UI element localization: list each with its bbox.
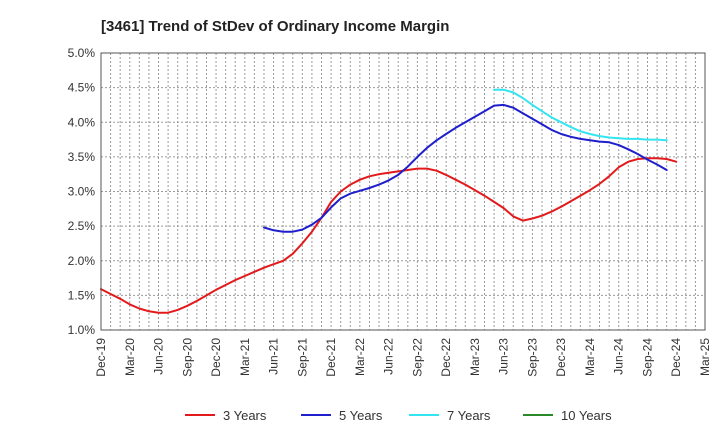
- x-tick-label: Jun-22: [382, 338, 396, 375]
- x-tick-label: Dec-22: [439, 338, 453, 377]
- legend-item-10-years: 10 Years: [523, 408, 612, 423]
- x-tick-label: Sep-24: [640, 338, 654, 377]
- x-tick-label: Sep-20: [180, 338, 194, 377]
- x-tick-label: Jun-20: [152, 338, 166, 375]
- legend-item-7-years: 7 Years: [409, 408, 491, 423]
- series-line-7-years: [493, 88, 668, 142]
- legend-item-5-years: 5 Years: [301, 408, 383, 423]
- series-line-5-years: [263, 103, 668, 233]
- x-axis-ticks: Dec-19 Mar-20 Jun-20 Sep-20 Dec-20 Mar-21 Jun-…: [94, 338, 712, 377]
- x-tick-label: Jun-21: [267, 338, 281, 375]
- legend-label: 5 Years: [339, 408, 383, 423]
- y-tick-label: 1.0%: [68, 323, 96, 337]
- y-tick-label: 4.5%: [68, 81, 96, 95]
- y-tick-label: 2.5%: [68, 219, 96, 233]
- legend-item-3-years: 3 Years: [185, 408, 267, 423]
- x-tick-label: Dec-24: [669, 338, 683, 377]
- series-layer: [100, 88, 678, 314]
- x-tick-label: Sep-23: [525, 338, 539, 377]
- x-tick-label: Mar-21: [238, 338, 252, 376]
- x-tick-label: Dec-19: [94, 338, 108, 377]
- legend-label: 7 Years: [447, 408, 491, 423]
- legend-label: 3 Years: [223, 408, 267, 423]
- x-tick-label: Mar-25: [698, 338, 712, 376]
- x-tick-label: Mar-23: [468, 338, 482, 376]
- x-tick-label: Dec-23: [554, 338, 568, 377]
- x-tick-label: Jun-24: [612, 338, 626, 375]
- y-tick-label: 2.0%: [68, 254, 96, 268]
- x-tick-label: Sep-22: [410, 338, 424, 377]
- grid-layer: [100, 52, 706, 331]
- y-tick-label: 3.5%: [68, 150, 96, 164]
- y-tick-label: 1.5%: [68, 288, 96, 302]
- legend-label: 10 Years: [561, 408, 612, 423]
- y-axis-ticks: 1.0% 1.5% 2.0% 2.5% 3.0% 3.5% 4.0% 4.5% 5.0%: [68, 46, 96, 337]
- x-tick-label: Mar-24: [583, 338, 597, 376]
- x-tick-label: Sep-21: [295, 338, 309, 377]
- y-tick-label: 5.0%: [68, 46, 96, 60]
- x-tick-label: Jun-23: [497, 338, 511, 375]
- chart-title: [3461] Trend of StDev of Ordinary Income…: [101, 18, 449, 35]
- legend: 3 Years 5 Years 7 Years 10 Years: [185, 408, 612, 423]
- x-tick-label: Dec-20: [209, 338, 223, 377]
- x-tick-label: Mar-20: [123, 338, 137, 376]
- y-tick-label: 4.0%: [68, 115, 96, 129]
- series-line-3-years: [100, 157, 678, 314]
- x-tick-label: Dec-21: [324, 338, 338, 377]
- plot-frame: [100, 52, 706, 331]
- x-tick-label: Mar-22: [353, 338, 367, 376]
- y-tick-label: 3.0%: [68, 185, 96, 199]
